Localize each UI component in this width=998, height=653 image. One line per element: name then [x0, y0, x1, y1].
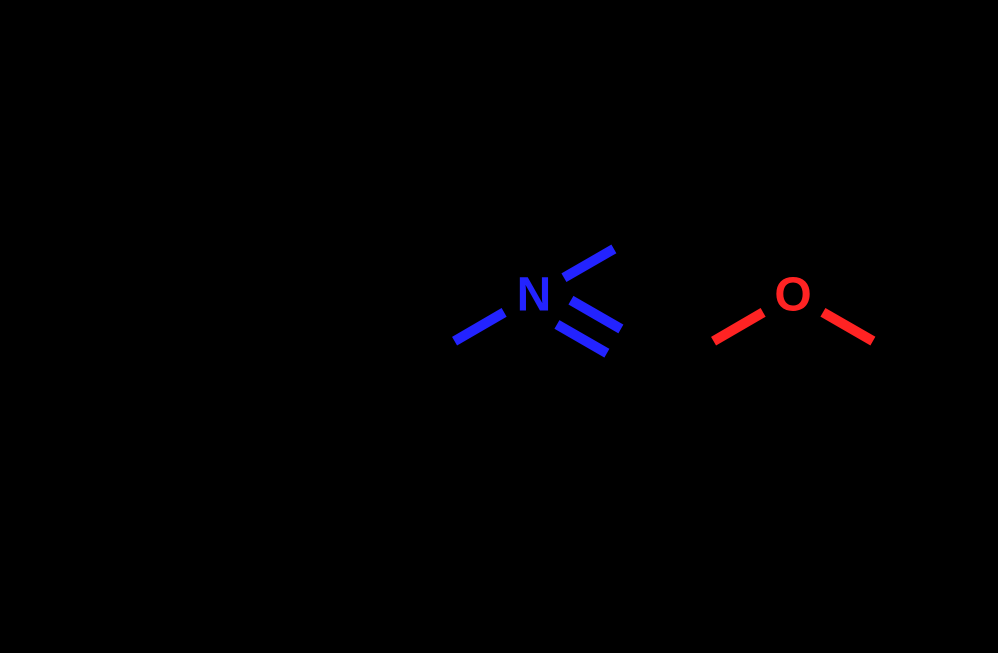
molecule-diagram: N O Br — [0, 0, 998, 653]
br-atom-label: Br — [776, 14, 829, 67]
n-atom-label: N — [517, 269, 552, 322]
o-atom-label: O — [774, 269, 811, 322]
